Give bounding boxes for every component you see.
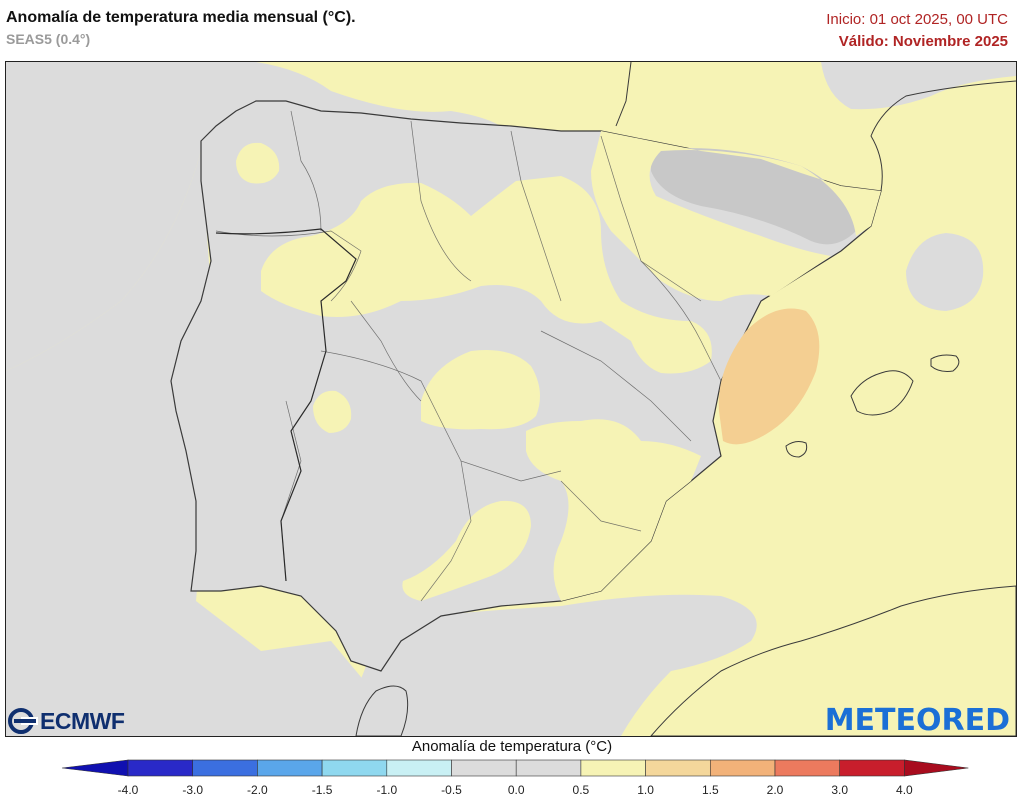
ibiza-island xyxy=(785,441,808,458)
legend-title: Anomalía de temperatura (°C) xyxy=(411,738,613,755)
region-borders xyxy=(215,110,722,602)
ecmwf-logo: ECMWF xyxy=(8,706,125,736)
legend-tick-label: 0.0 xyxy=(507,783,525,797)
legend-cell xyxy=(515,759,582,777)
map-title: Anomalía de temperatura media mensual (°… xyxy=(6,9,356,26)
portugal-spain-border xyxy=(215,228,357,582)
meteored-logo: METEORED xyxy=(825,701,1010,739)
legend-tick-label: -0.5 xyxy=(441,783,462,797)
legend-tick-label: -1.0 xyxy=(376,783,398,797)
north-africa-land xyxy=(650,585,1016,736)
balearic-sea-neutral xyxy=(906,233,984,311)
legend-ticks: -4.0 -3.0 -2.0 -1.5 -1.0 -0.5 0.0 0.5 1.0 1.5 2.0 3… xyxy=(0,783,1024,799)
legend-tick-label: -3.0 xyxy=(182,783,204,797)
warm-patch-ebro xyxy=(591,131,881,301)
legend-cell xyxy=(580,759,646,777)
legend-tick-label: -1.5 xyxy=(311,783,333,797)
legend-tick-label: 1.0 xyxy=(637,783,654,797)
legend-cell xyxy=(127,759,193,777)
legend-cell xyxy=(839,759,905,777)
warm-patch-southeast xyxy=(526,419,701,601)
legend-cell xyxy=(321,759,388,777)
legend-cell xyxy=(709,759,776,777)
meteored-logo-text: METEORED xyxy=(824,702,1010,738)
ecmwf-mark-icon xyxy=(8,708,38,734)
legend-tick-label: 4.0 xyxy=(896,783,913,797)
warm-patch-central xyxy=(421,350,540,430)
france-land xyxy=(615,62,1016,192)
warm-patch-galicia xyxy=(236,142,280,184)
mallorca-island xyxy=(850,370,914,416)
legend-cell xyxy=(257,759,323,777)
header-left: Anomalía de temperatura media mensual (°… xyxy=(6,8,356,48)
morocco-tip xyxy=(355,685,409,736)
legend-high-arrow xyxy=(904,759,969,777)
init-time: Inicio: 01 oct 2025, 00 UTC xyxy=(826,11,1008,28)
warm-patch-extremadura xyxy=(313,390,352,433)
legend-tick-label: -4.0 xyxy=(117,783,139,797)
ecmwf-logo-text: ECMWF xyxy=(40,707,125,734)
legend-cell xyxy=(451,759,517,777)
legend-tick-label: -2.0 xyxy=(247,783,268,797)
warm-patch-andalusia xyxy=(402,500,531,601)
warm-patch-northwest xyxy=(261,176,712,374)
legend-tick-label: 0.5 xyxy=(572,783,590,797)
legend-cell xyxy=(645,759,711,777)
legend-tick-label: 3.0 xyxy=(831,783,849,797)
alboran-neutral-zone xyxy=(331,594,757,736)
anomaly-map[interactable] xyxy=(5,61,1017,737)
hot-anomaly-valencia xyxy=(718,308,820,445)
model-label: SEAS5 (0.4°) xyxy=(6,31,91,47)
france-neutral-zone xyxy=(821,62,1016,110)
legend-tick-label: 2.0 xyxy=(766,783,784,797)
legend-low-arrow xyxy=(61,759,129,777)
header-right: Inicio: 01 oct 2025, 00 UTC Válido: Novi… xyxy=(826,10,1008,52)
legend-cell xyxy=(774,759,840,777)
menorca-island xyxy=(930,354,960,372)
legend-tick-label: 1.5 xyxy=(701,783,719,797)
legend-cell xyxy=(192,759,258,777)
legend-cell xyxy=(386,759,452,777)
valid-period: Válido: Noviembre 2025 xyxy=(838,33,1008,50)
color-scale-bar xyxy=(61,759,969,777)
